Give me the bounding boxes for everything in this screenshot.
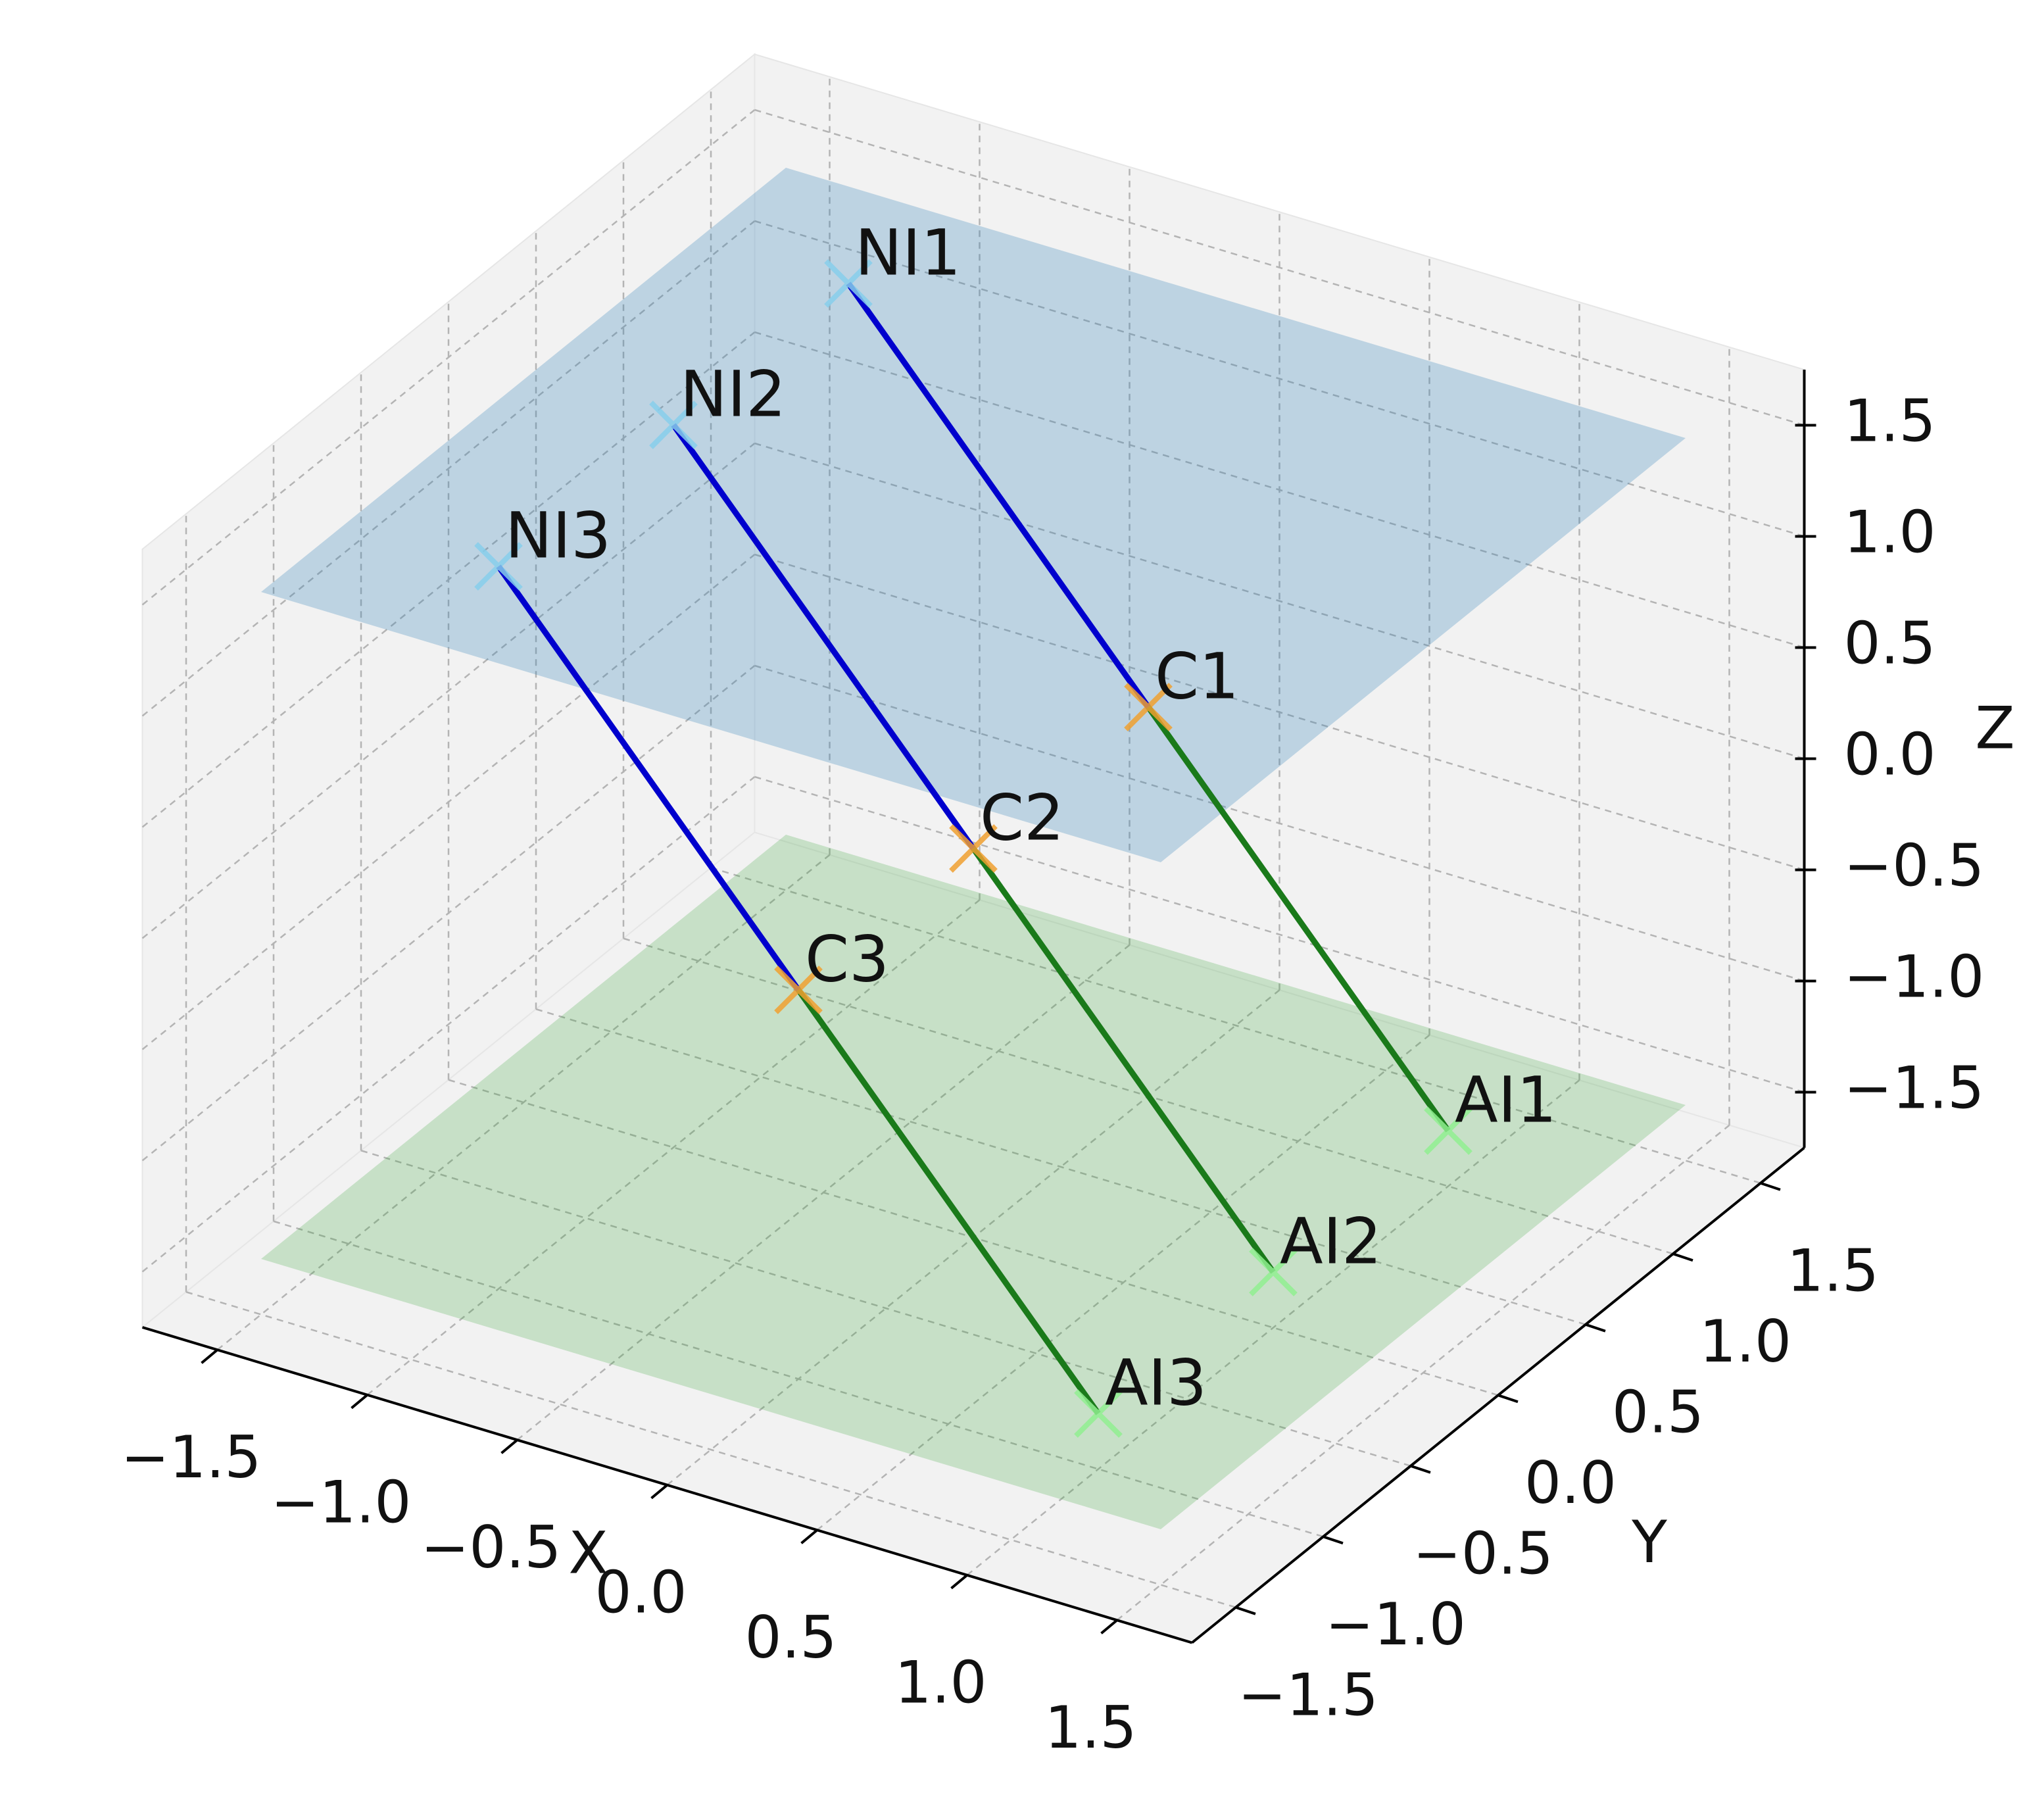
y-tick xyxy=(1760,1181,1781,1191)
x-axis-label: X xyxy=(568,1519,608,1587)
point-label: C1 xyxy=(1155,639,1239,713)
grid-line xyxy=(141,332,756,828)
grid-line xyxy=(141,554,756,1050)
x-tick-label: −0.5 xyxy=(421,1513,562,1581)
x-tick xyxy=(201,1348,218,1364)
y-tick-label: −0.5 xyxy=(1413,1520,1553,1588)
point-marker xyxy=(1249,1248,1298,1296)
x-tick-label: 1.0 xyxy=(895,1649,987,1717)
grid-line xyxy=(1116,1124,1730,1621)
y-tick xyxy=(1585,1323,1606,1333)
grid-line xyxy=(710,867,1761,1184)
y-tick xyxy=(1410,1464,1431,1474)
x-tick xyxy=(650,1484,668,1500)
z-tick-label: −0.5 xyxy=(1844,831,1985,899)
line-segment xyxy=(971,847,1276,1274)
point-marker xyxy=(774,966,823,1014)
x-tick xyxy=(950,1574,968,1590)
point-label: AI3 xyxy=(1105,1346,1207,1419)
grid-line xyxy=(273,1220,1324,1538)
x-tick-label: 0.5 xyxy=(745,1604,837,1671)
x-tick-label: 0.0 xyxy=(595,1559,687,1627)
point-label: C2 xyxy=(980,781,1064,854)
x-tick-label: −1.5 xyxy=(121,1423,262,1491)
point-marker xyxy=(649,401,698,449)
z-axis-label: Z xyxy=(1975,694,2014,762)
x-tick xyxy=(1100,1619,1118,1634)
point-marker xyxy=(1424,1106,1472,1155)
point-marker xyxy=(949,824,998,873)
z-tick-label: 1.5 xyxy=(1844,387,1936,454)
grid-line xyxy=(366,899,981,1396)
z-tick-label: −1.5 xyxy=(1844,1054,1985,1121)
point-marker xyxy=(824,259,873,308)
point-marker xyxy=(1124,683,1173,731)
y-tick-label: 1.5 xyxy=(1787,1237,1879,1305)
line-segment xyxy=(671,423,976,850)
y-tick xyxy=(1235,1606,1256,1615)
grid-line xyxy=(216,854,831,1351)
grid-line xyxy=(360,1150,1411,1467)
grid-line xyxy=(754,442,1805,760)
grid-line xyxy=(754,331,1805,649)
point-label: AI1 xyxy=(1455,1063,1557,1137)
point-label: AI2 xyxy=(1280,1204,1382,1278)
y-tick xyxy=(1497,1394,1519,1404)
point-marker xyxy=(1074,1389,1123,1438)
point-label: C3 xyxy=(805,922,889,996)
plane xyxy=(261,835,1686,1529)
grid-line xyxy=(754,664,1805,982)
y-tick xyxy=(1672,1252,1693,1262)
grid-line xyxy=(141,776,756,1273)
grid-line xyxy=(535,1008,1586,1325)
grid-line xyxy=(754,553,1805,871)
y-axis-label: Y xyxy=(1631,1508,1667,1576)
x-tick-label: 1.5 xyxy=(1045,1694,1137,1761)
y-tick-label: 0.0 xyxy=(1524,1449,1617,1517)
z-tick-label: −1.0 xyxy=(1844,943,1985,1010)
line-segment xyxy=(846,282,1151,709)
grid-line xyxy=(141,109,756,606)
point-label: NI2 xyxy=(680,357,786,431)
plane xyxy=(261,168,1686,862)
z-tick-label: 0.5 xyxy=(1844,609,1936,677)
x-tick xyxy=(800,1529,818,1544)
z-tick-label: 1.0 xyxy=(1844,498,1936,566)
line-segment xyxy=(796,988,1101,1415)
y-tick-label: 1.0 xyxy=(1699,1308,1791,1375)
line-segment xyxy=(1146,705,1451,1133)
grid-line xyxy=(754,109,1805,426)
y-tick-label: 0.5 xyxy=(1612,1379,1704,1446)
grid-line xyxy=(754,220,1805,537)
grid-line xyxy=(185,1291,1236,1608)
line-segment xyxy=(496,564,801,992)
grid-line xyxy=(141,220,756,717)
grid-line xyxy=(966,1079,1580,1576)
grid-line xyxy=(141,665,756,1162)
x-tick-label: −1.0 xyxy=(271,1469,412,1536)
y-tick-label: −1.5 xyxy=(1238,1661,1378,1729)
x-tick xyxy=(351,1394,368,1410)
point-label: NI1 xyxy=(855,216,961,289)
grid-line xyxy=(754,775,1805,1093)
z-tick-label: 0.0 xyxy=(1844,720,1936,788)
y-tick xyxy=(1323,1535,1344,1545)
grid-line xyxy=(141,443,756,939)
point-label: NI3 xyxy=(505,499,611,572)
point-marker xyxy=(474,542,523,591)
y-tick-label: −1.0 xyxy=(1325,1590,1466,1658)
x-tick xyxy=(500,1438,518,1454)
